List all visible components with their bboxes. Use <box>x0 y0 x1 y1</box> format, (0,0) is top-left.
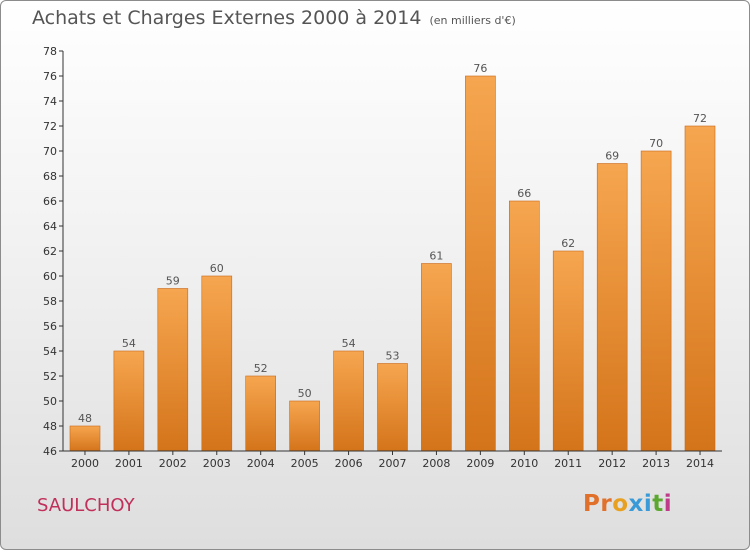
data-label-2003: 60 <box>210 262 224 275</box>
bar-2004 <box>245 375 276 452</box>
x-tick-label-2009: 2009 <box>466 457 494 470</box>
data-label-2002: 59 <box>166 275 180 288</box>
y-tick-label-74: 74 <box>43 95 57 108</box>
title-main: Achats et Charges Externes 2000 à 2014 <box>32 7 422 29</box>
y-tick-label-46: 46 <box>43 445 57 458</box>
data-label-2005: 50 <box>298 387 312 400</box>
x-tick-label-2013: 2013 <box>642 457 670 470</box>
bar-2001 <box>113 350 145 452</box>
data-label-2001: 54 <box>122 337 136 350</box>
data-label-2012: 69 <box>605 150 619 163</box>
y-tick-label-76: 76 <box>43 70 57 83</box>
x-tick-label-2014: 2014 <box>686 457 714 470</box>
x-tick-label-2006: 2006 <box>335 457 363 470</box>
y-tick-label-70: 70 <box>43 145 57 158</box>
bar-2007 <box>377 363 408 452</box>
logo-letter: t <box>652 491 664 517</box>
y-tick-label-62: 62 <box>43 245 57 258</box>
x-tick-label-2003: 2003 <box>203 457 231 470</box>
x-tick-label-2008: 2008 <box>422 457 450 470</box>
y-tick-label-72: 72 <box>43 120 57 133</box>
x-tick-label-2012: 2012 <box>598 457 626 470</box>
logo-letter: i <box>663 491 673 517</box>
y-tick-label-48: 48 <box>43 420 57 433</box>
data-label-2006: 54 <box>342 337 356 350</box>
logo-letter: r <box>600 491 613 517</box>
data-label-2007: 53 <box>386 350 400 363</box>
place-name: SAULCHOY <box>37 495 135 516</box>
logo-letter: x <box>628 491 644 517</box>
data-labels-layer: 48 54 59 60 52 50 54 53 61 76 66 62 69 70 72 <box>78 62 707 425</box>
y-tick-label-50: 50 <box>43 395 57 408</box>
data-label-2009: 76 <box>473 62 487 75</box>
x-tick-label-2011: 2011 <box>554 457 582 470</box>
bar-2010 <box>508 200 540 452</box>
bar-2002 <box>157 288 189 452</box>
bar-2014 <box>684 125 716 452</box>
bar-2005 <box>289 400 320 452</box>
logo-letter: o <box>612 491 629 517</box>
logo-letter: i <box>643 491 653 517</box>
x-tick-label-2001: 2001 <box>115 457 143 470</box>
data-label-2011: 62 <box>561 237 575 250</box>
bar-2006 <box>333 350 364 452</box>
y-tick-label-68: 68 <box>43 170 57 183</box>
title-unit: (en milliers d'€) <box>429 14 516 27</box>
y-tick-label-58: 58 <box>43 295 57 308</box>
x-tick-label-2010: 2010 <box>510 457 538 470</box>
bars-layer <box>69 75 716 452</box>
bar-2012 <box>596 163 628 452</box>
data-label-2013: 70 <box>649 137 663 150</box>
y-tick-label-78: 78 <box>43 45 57 58</box>
x-tick-label-2000: 2000 <box>71 457 99 470</box>
axes-layer: 2000 2001 2002 2003 2004 2005 2006 2007 2008 2009… <box>43 45 722 470</box>
bar-2009 <box>465 75 496 452</box>
y-tick-label-52: 52 <box>43 370 57 383</box>
data-label-2014: 72 <box>693 112 707 125</box>
bar-2000 <box>69 425 101 452</box>
bar-2011 <box>552 250 584 452</box>
data-label-2008: 61 <box>429 250 443 263</box>
x-tick-label-2002: 2002 <box>159 457 187 470</box>
logo-letter: P <box>583 491 601 517</box>
bar-2013 <box>640 150 672 452</box>
y-tick-label-66: 66 <box>43 195 57 208</box>
y-tick-label-60: 60 <box>43 270 57 283</box>
chart-title: Achats et Charges Externes 2000 à 2014 (e… <box>32 7 516 29</box>
data-label-2010: 66 <box>517 187 531 200</box>
y-tick-label-54: 54 <box>43 345 57 358</box>
bar-2008 <box>421 263 452 452</box>
data-label-2004: 52 <box>254 362 268 375</box>
x-tick-label-2005: 2005 <box>291 457 319 470</box>
x-tick-label-2007: 2007 <box>379 457 407 470</box>
y-tick-label-64: 64 <box>43 220 57 233</box>
proxiti-logo: Proxiti <box>583 491 672 517</box>
y-tick-label-56: 56 <box>43 320 57 333</box>
x-tick-label-2004: 2004 <box>247 457 275 470</box>
data-label-2000: 48 <box>78 412 92 425</box>
bar-2003 <box>201 275 233 452</box>
